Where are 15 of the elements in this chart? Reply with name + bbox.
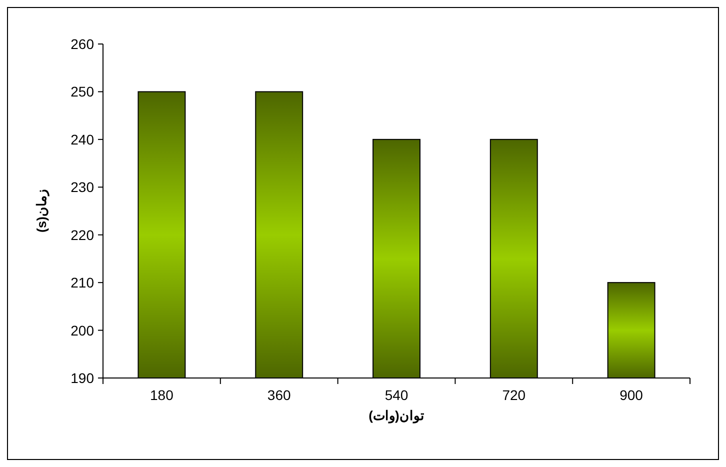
x-tick-label: 180 — [150, 387, 174, 403]
x-tick-label: 900 — [620, 387, 644, 403]
y-axis-title: زمان(s) — [34, 190, 50, 232]
x-tick-label: 360 — [267, 387, 291, 403]
y-tick-label: 190 — [70, 370, 94, 386]
y-tick-label: 200 — [70, 322, 94, 338]
y-tick-label: 250 — [70, 84, 94, 100]
y-tick-label: 240 — [70, 131, 94, 148]
x-tick-label: 540 — [384, 387, 408, 403]
y-tick-label: 220 — [70, 226, 94, 243]
y-tick-label: 210 — [70, 274, 94, 291]
y-tick-label: 260 — [70, 36, 94, 52]
y-tick-label: 230 — [70, 179, 94, 196]
x-tick-label: 720 — [502, 387, 526, 403]
x-axis-title: توان(وات) — [368, 408, 424, 424]
